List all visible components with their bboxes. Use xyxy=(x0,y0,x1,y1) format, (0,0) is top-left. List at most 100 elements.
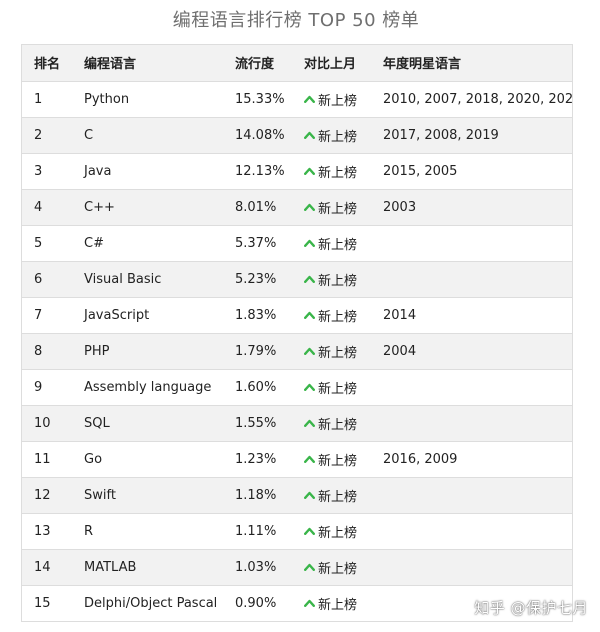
change-indicator: 新上榜 xyxy=(304,378,357,397)
table-row: 14 MATLAB 1.03% 新上榜 xyxy=(22,549,572,586)
change-label: 新上榜 xyxy=(318,561,358,577)
popularity-cell: 5.23% xyxy=(223,261,292,298)
chevron-up-icon xyxy=(304,563,315,571)
chevron-up-icon xyxy=(304,95,315,103)
change-cell: 新上榜 xyxy=(292,441,371,478)
change-label: 新上榜 xyxy=(318,525,358,541)
popularity-cell: 1.03% xyxy=(223,549,292,586)
popularity-cell: 1.55% xyxy=(223,405,292,442)
table-row: 10 SQL 1.55% 新上榜 xyxy=(22,405,572,442)
change-cell: 新上榜 xyxy=(292,333,371,370)
chevron-up-icon xyxy=(304,527,315,535)
change-cell: 新上榜 xyxy=(292,189,371,226)
change-cell: 新上榜 xyxy=(292,549,371,586)
rank-cell: 3 xyxy=(22,153,72,190)
table-row: 8 PHP 1.79% 新上榜 2004 xyxy=(22,333,572,370)
chevron-up-icon xyxy=(304,311,315,319)
rank-cell: 1 xyxy=(22,81,72,118)
change-indicator: 新上榜 xyxy=(304,414,357,433)
rank-cell: 11 xyxy=(22,441,72,478)
table-row: 15 Delphi/Object Pascal 0.90% 新上榜 xyxy=(22,585,572,622)
change-indicator: 新上榜 xyxy=(304,126,357,145)
header-star-years: 年度明星语言 xyxy=(371,45,572,82)
chevron-up-icon xyxy=(304,275,315,283)
table-row: 6 Visual Basic 5.23% 新上榜 xyxy=(22,261,572,298)
change-indicator: 新上榜 xyxy=(304,522,357,541)
rank-cell: 7 xyxy=(22,297,72,334)
star-years-cell xyxy=(371,477,572,514)
table-body: 1 Python 15.33% 新上榜 2010, 2007, 2018, 2020, … xyxy=(22,81,572,622)
table-row: 13 R 1.11% 新上榜 xyxy=(22,513,572,550)
popularity-cell: 14.08% xyxy=(223,117,292,154)
change-cell: 新上榜 xyxy=(292,405,371,442)
popularity-cell: 1.83% xyxy=(223,297,292,334)
star-years-cell xyxy=(371,261,572,298)
change-indicator: 新上榜 xyxy=(304,594,357,613)
chevron-up-icon xyxy=(304,239,315,247)
table-row: 5 C# 5.37% 新上榜 xyxy=(22,225,572,262)
star-years-cell: 2010, 2007, 2018, 2020, 2021 xyxy=(371,81,572,118)
language-cell: Visual Basic xyxy=(72,261,223,298)
chevron-up-icon xyxy=(304,599,315,607)
language-cell: Assembly language xyxy=(72,369,223,406)
popularity-cell: 1.18% xyxy=(223,477,292,514)
table-row: 12 Swift 1.18% 新上榜 xyxy=(22,477,572,514)
star-years-cell: 2017, 2008, 2019 xyxy=(371,117,572,154)
change-label: 新上榜 xyxy=(318,597,358,613)
change-label: 新上榜 xyxy=(318,345,358,361)
change-label: 新上榜 xyxy=(318,165,358,181)
change-cell: 新上榜 xyxy=(292,477,371,514)
change-cell: 新上榜 xyxy=(292,513,371,550)
change-cell: 新上榜 xyxy=(292,117,371,154)
rank-cell: 10 xyxy=(22,405,72,442)
star-years-cell xyxy=(371,513,572,550)
change-indicator: 新上榜 xyxy=(304,162,357,181)
language-cell: C xyxy=(72,117,223,154)
language-cell: MATLAB xyxy=(72,549,223,586)
change-label: 新上榜 xyxy=(318,417,358,433)
change-indicator: 新上榜 xyxy=(304,306,357,325)
rank-cell: 6 xyxy=(22,261,72,298)
change-label: 新上榜 xyxy=(318,489,358,505)
watermark: 知乎 @保护七月 xyxy=(474,599,588,617)
table-row: 9 Assembly language 1.60% 新上榜 xyxy=(22,369,572,406)
popularity-cell: 1.79% xyxy=(223,333,292,370)
change-cell: 新上榜 xyxy=(292,225,371,262)
change-label: 新上榜 xyxy=(318,237,358,253)
popularity-cell: 15.33% xyxy=(223,81,292,118)
table-header-row: 排名 编程语言 流行度 对比上月 年度明星语言 xyxy=(22,45,572,82)
chevron-up-icon xyxy=(304,383,315,391)
rank-cell: 4 xyxy=(22,189,72,226)
table-row: 3 Java 12.13% 新上榜 2015, 2005 xyxy=(22,153,572,190)
language-cell: Java xyxy=(72,153,223,190)
change-indicator: 新上榜 xyxy=(304,450,357,469)
change-cell: 新上榜 xyxy=(292,585,371,622)
star-years-cell: 2014 xyxy=(371,297,572,334)
language-cell: JavaScript xyxy=(72,297,223,334)
popularity-cell: 12.13% xyxy=(223,153,292,190)
change-label: 新上榜 xyxy=(318,93,358,109)
popularity-cell: 8.01% xyxy=(223,189,292,226)
table-row: 4 C++ 8.01% 新上榜 2003 xyxy=(22,189,572,226)
change-indicator: 新上榜 xyxy=(304,198,357,217)
star-years-cell xyxy=(371,369,572,406)
header-change: 对比上月 xyxy=(292,45,371,82)
star-years-cell xyxy=(371,405,572,442)
star-years-cell: 2015, 2005 xyxy=(371,153,572,190)
change-indicator: 新上榜 xyxy=(304,270,357,289)
change-cell: 新上榜 xyxy=(292,297,371,334)
rank-cell: 14 xyxy=(22,549,72,586)
popularity-cell: 1.60% xyxy=(223,369,292,406)
chevron-up-icon xyxy=(304,455,315,463)
language-cell: Delphi/Object Pascal xyxy=(72,585,223,622)
change-label: 新上榜 xyxy=(318,201,358,217)
rank-cell: 2 xyxy=(22,117,72,154)
language-cell: R xyxy=(72,513,223,550)
rank-cell: 12 xyxy=(22,477,72,514)
ranking-table: 排名 编程语言 流行度 对比上月 年度明星语言 1 Python 15.33% 新上榜… xyxy=(22,45,572,622)
chevron-up-icon xyxy=(304,167,315,175)
star-years-cell xyxy=(371,225,572,262)
language-cell: C++ xyxy=(72,189,223,226)
change-label: 新上榜 xyxy=(318,381,358,397)
popularity-cell: 5.37% xyxy=(223,225,292,262)
